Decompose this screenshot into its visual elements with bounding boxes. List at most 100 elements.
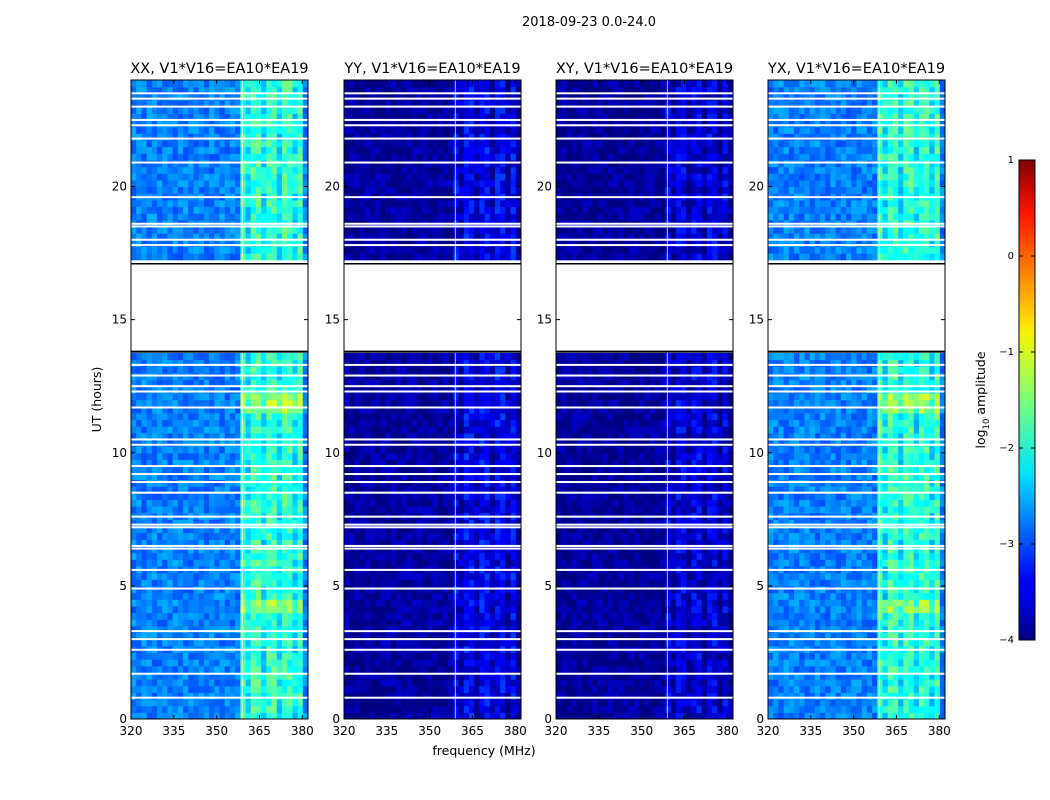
- heatmap-cell: [359, 452, 366, 461]
- heatmap-cell: [209, 406, 215, 414]
- heatmap-cell: [172, 532, 179, 540]
- heatmap-cell: [266, 692, 273, 700]
- heatmap-cell: [245, 113, 252, 121]
- heatmap-cell: [193, 559, 200, 567]
- heatmap-cell: [151, 406, 158, 414]
- heatmap-cell: [292, 233, 299, 241]
- heatmap-cell: [468, 592, 475, 600]
- heatmap-cell: [157, 99, 163, 108]
- heatmap-cell: [297, 665, 304, 674]
- heatmap-cell: [344, 399, 350, 407]
- heatmap-cell: [146, 652, 153, 660]
- heatmap-cell: [193, 525, 200, 534]
- heatmap-cell: [344, 419, 350, 427]
- heatmap-cell: [287, 99, 293, 108]
- heatmap-cell: [500, 659, 506, 667]
- heatmap-cell: [136, 406, 143, 414]
- heatmap-cell: [224, 206, 231, 214]
- heatmap-cell: [442, 226, 449, 234]
- heatmap-cell: [515, 705, 521, 713]
- heatmap-cell: [380, 699, 387, 707]
- heatmap-cell: [183, 412, 189, 421]
- heatmap-cell: [214, 412, 221, 421]
- heatmap-cell: [479, 486, 486, 494]
- heatmap-cell: [172, 452, 179, 461]
- heatmap-cell: [489, 579, 496, 587]
- heatmap-cell: [245, 692, 252, 700]
- heatmap-cell: [136, 126, 143, 134]
- heatmap-cell: [442, 532, 449, 540]
- heatmap-cell: [463, 386, 470, 394]
- heatmap-cell: [188, 199, 195, 208]
- heatmap-cell: [474, 239, 480, 248]
- heatmap-cell: [401, 386, 408, 394]
- heatmap-cell: [266, 166, 273, 174]
- heatmap-cell: [500, 679, 506, 687]
- heatmap-cell: [157, 133, 163, 141]
- heatmap-cell: [500, 492, 506, 500]
- heatmap-cell: [131, 80, 137, 88]
- heatmap-cell: [474, 379, 480, 387]
- heatmap-cell: [515, 499, 521, 507]
- heatmap-cell: [167, 692, 174, 700]
- heatmap-cell: [167, 499, 174, 507]
- heatmap-cell: [229, 206, 236, 214]
- heatmap-cell: [390, 446, 397, 454]
- heatmap-cell: [375, 499, 382, 507]
- heatmap-cell: [406, 692, 413, 700]
- heatmap-cell: [271, 226, 278, 234]
- heatmap-cell: [188, 539, 195, 547]
- heatmap-cell: [203, 426, 210, 434]
- heatmap-cell: [131, 379, 137, 387]
- heatmap-cell: [235, 572, 241, 580]
- heatmap-cell: [203, 206, 210, 214]
- heatmap-cell: [183, 233, 189, 241]
- heatmap-cell: [448, 206, 454, 214]
- heatmap-cell: [136, 352, 143, 361]
- heatmap-cell: [396, 672, 402, 680]
- heatmap-cell: [448, 486, 454, 494]
- heatmap-cell: [183, 419, 189, 427]
- heatmap-cell: [437, 519, 444, 527]
- heatmap-cell: [489, 506, 496, 514]
- heatmap-cell: [453, 419, 460, 427]
- heatmap-cell: [250, 579, 257, 587]
- heatmap-cell: [198, 559, 205, 567]
- heatmap-cell: [214, 133, 221, 141]
- heatmap-cell: [261, 233, 267, 241]
- heatmap-cell: [396, 253, 402, 261]
- heatmap-cell: [489, 406, 496, 414]
- heatmap-cell: [235, 612, 241, 620]
- heatmap-cell: [188, 552, 195, 560]
- heatmap-cell: [183, 532, 189, 540]
- heatmap-cell: [193, 126, 200, 134]
- heatmap-cell: [344, 559, 350, 567]
- heatmap-cell: [131, 605, 137, 614]
- heatmap-cell: [474, 419, 480, 427]
- heatmap-cell: [406, 625, 413, 634]
- heatmap-cell: [479, 359, 486, 367]
- heatmap-cell: [235, 459, 241, 467]
- heatmap-cell: [157, 253, 163, 261]
- heatmap-cell: [432, 392, 439, 401]
- heatmap-cell: [214, 432, 221, 441]
- heatmap-cell: [287, 139, 293, 148]
- heatmap-cell: [510, 692, 517, 700]
- heatmap-cell: [494, 213, 501, 221]
- heatmap-cell: [245, 552, 252, 560]
- heatmap-cell: [157, 619, 163, 627]
- heatmap-cell: [188, 173, 195, 181]
- heatmap-cell: [401, 506, 408, 514]
- heatmap-cell: [224, 452, 231, 461]
- heatmap-cell: [229, 239, 236, 248]
- heatmap-cell: [396, 366, 402, 374]
- heatmap-cell: [484, 579, 491, 587]
- heatmap-cell: [281, 685, 288, 693]
- heatmap-cell: [292, 392, 299, 401]
- heatmap-cell: [271, 472, 278, 480]
- heatmap-cell: [302, 525, 308, 534]
- heatmap-cell: [458, 432, 465, 441]
- heatmap-cell: [240, 572, 247, 580]
- heatmap-cell: [479, 625, 486, 634]
- heatmap-cell: [297, 492, 304, 500]
